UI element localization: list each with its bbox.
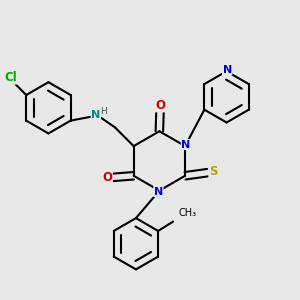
Text: N: N xyxy=(182,140,190,149)
Text: CH₃: CH₃ xyxy=(178,208,196,218)
Text: O: O xyxy=(102,171,112,184)
Text: S: S xyxy=(209,165,218,178)
Text: N: N xyxy=(223,65,232,75)
Text: O: O xyxy=(155,99,165,112)
Text: N: N xyxy=(91,110,101,120)
Text: Cl: Cl xyxy=(4,71,17,84)
Text: N: N xyxy=(154,187,163,196)
Text: H: H xyxy=(100,106,107,116)
